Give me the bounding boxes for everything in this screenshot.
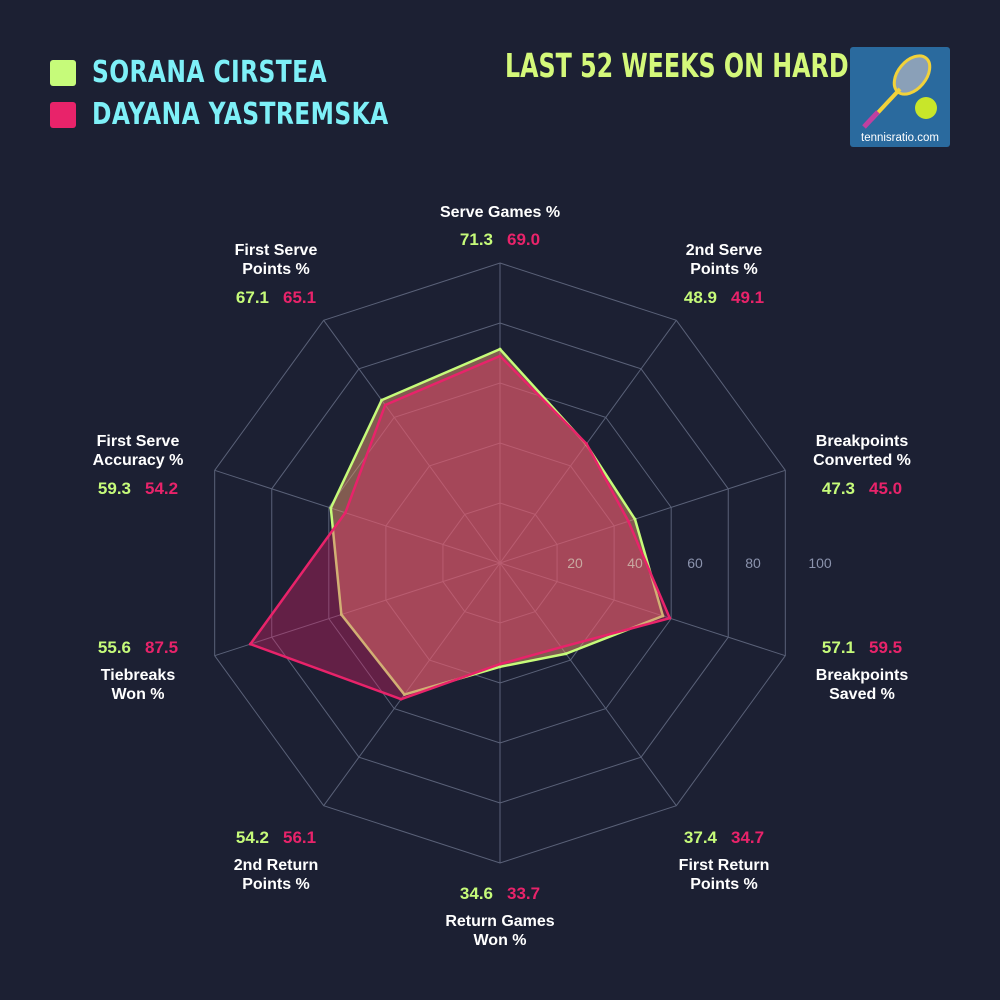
- axis-label: First Return Points %: [679, 856, 770, 894]
- data-point: [668, 616, 672, 620]
- radial-tick-label: 100: [808, 555, 832, 571]
- axis-label-line: First Serve: [234, 242, 318, 259]
- value-yastremska: 45.0: [869, 479, 903, 498]
- value-yastremska: 34.7: [731, 828, 765, 847]
- data-point: [339, 613, 343, 617]
- axis-label: Breakpoints Saved %: [816, 666, 908, 704]
- axis-label-line: Tiebreaks: [100, 667, 176, 684]
- value-cirstea: 37.4: [683, 828, 717, 847]
- data-point: [498, 665, 502, 669]
- data-point: [248, 642, 252, 646]
- legend-label: DAYANA YASTREMSKA: [92, 97, 389, 132]
- tennisratio-logo[interactable]: tennisratio.com: [850, 47, 950, 147]
- data-point: [402, 693, 406, 697]
- value-yastremska: 59.5: [869, 638, 903, 657]
- axis-label-line: 2nd Return: [233, 857, 319, 874]
- data-point: [626, 519, 630, 523]
- radial-tick-label: 60: [687, 555, 703, 571]
- axis-label-line: Points %: [690, 261, 758, 278]
- value-cirstea: 34.6: [459, 884, 493, 903]
- racket-ball-icon: [862, 54, 937, 129]
- value-yastremska: 56.1: [283, 828, 317, 847]
- data-point: [559, 645, 563, 649]
- value-cirstea: 67.1: [235, 288, 269, 307]
- value-yastremska: 65.1: [283, 288, 317, 307]
- axis-label-line: Points %: [690, 876, 758, 893]
- axis-label-line: Won %: [473, 932, 527, 949]
- value-cirstea: 57.1: [821, 638, 855, 657]
- axis-label: First Serve Points %: [235, 241, 318, 279]
- axis-label-line: Return Games: [445, 913, 555, 930]
- value-cirstea: 59.3: [97, 479, 131, 498]
- value-cirstea: 48.9: [683, 288, 717, 307]
- axis-values: 34.6 33.7: [460, 884, 540, 904]
- axis-label-line: Won %: [111, 686, 165, 703]
- axis-label-line: 2nd Serve: [685, 242, 763, 259]
- axis-label-line: Points %: [242, 261, 310, 278]
- value-cirstea: 71.3: [459, 230, 493, 249]
- value-yastremska: 49.1: [731, 288, 765, 307]
- axis-label-line: Breakpoints: [815, 433, 909, 450]
- value-yastremska: 54.2: [145, 479, 179, 498]
- data-point: [399, 697, 403, 701]
- legend-swatch-yastremska: [50, 101, 76, 128]
- radial-tick-label: 40: [627, 555, 643, 571]
- axis-label: First Serve Accuracy %: [93, 432, 184, 470]
- value-yastremska: 87.5: [145, 638, 179, 657]
- legend-item-cirstea: SORANA CIRSTEA: [50, 55, 393, 90]
- logo-text: tennisratio.com: [861, 132, 939, 144]
- data-point: [498, 354, 502, 358]
- axis-values: 48.9 49.1: [684, 288, 764, 308]
- axis-values: 37.4 34.7: [684, 828, 764, 848]
- data-point: [661, 614, 665, 618]
- data-point: [343, 511, 347, 515]
- data-point: [498, 662, 502, 666]
- data-point: [380, 398, 384, 402]
- axis-label-line: Serve Games %: [439, 204, 561, 221]
- value-yastremska: 69.0: [507, 230, 541, 249]
- chart-subtitle: LAST 52 WEEKS ON HARD: [505, 46, 849, 85]
- axis-values: 71.3 69.0: [460, 230, 540, 250]
- axis-values: 67.1 65.1: [236, 288, 316, 308]
- data-point: [633, 517, 637, 521]
- axis-label-line: Converted %: [813, 452, 911, 469]
- series-polygon-yastremska: [249, 354, 672, 701]
- axis-label-line: Saved %: [829, 686, 895, 703]
- axis-label: Return Games Won %: [445, 912, 554, 950]
- axis-label-line: Breakpoints: [815, 667, 909, 684]
- data-point: [585, 442, 589, 446]
- value-yastremska: 33.7: [507, 884, 541, 903]
- data-point: [564, 652, 568, 656]
- axis-values: 47.3 45.0: [822, 479, 902, 499]
- radial-tick-label: 80: [745, 555, 761, 571]
- radial-tick-label: 20: [567, 555, 583, 571]
- axis-label-line: Points %: [242, 876, 310, 893]
- axis-values: 54.2 56.1: [236, 828, 316, 848]
- axis-label: 2nd Return Points %: [234, 856, 318, 894]
- value-cirstea: 54.2: [235, 828, 269, 847]
- axis-values: 57.1 59.5: [822, 638, 902, 658]
- axis-label: Breakpoints Converted %: [813, 432, 911, 470]
- axis-label: Serve Games %: [440, 203, 560, 222]
- value-cirstea: 47.3: [821, 479, 855, 498]
- data-point: [329, 506, 333, 510]
- legend-item-yastremska: DAYANA YASTREMSKA: [50, 97, 472, 132]
- axis-values: 55.6 87.5: [98, 638, 178, 658]
- data-point: [498, 347, 502, 351]
- value-cirstea: 55.6: [97, 638, 131, 657]
- axis-label-line: Accuracy %: [92, 452, 184, 469]
- legend-swatch-cirstea: [50, 59, 76, 86]
- axis-label: 2nd Serve Points %: [686, 241, 762, 279]
- legend-label: SORANA CIRSTEA: [92, 55, 327, 90]
- axis-values: 59.3 54.2: [98, 479, 178, 499]
- axis-label-line: First Return: [678, 857, 770, 874]
- data-point: [383, 403, 387, 407]
- axis-label: Tiebreaks Won %: [101, 666, 175, 704]
- axis-label-line: First Serve: [96, 433, 180, 450]
